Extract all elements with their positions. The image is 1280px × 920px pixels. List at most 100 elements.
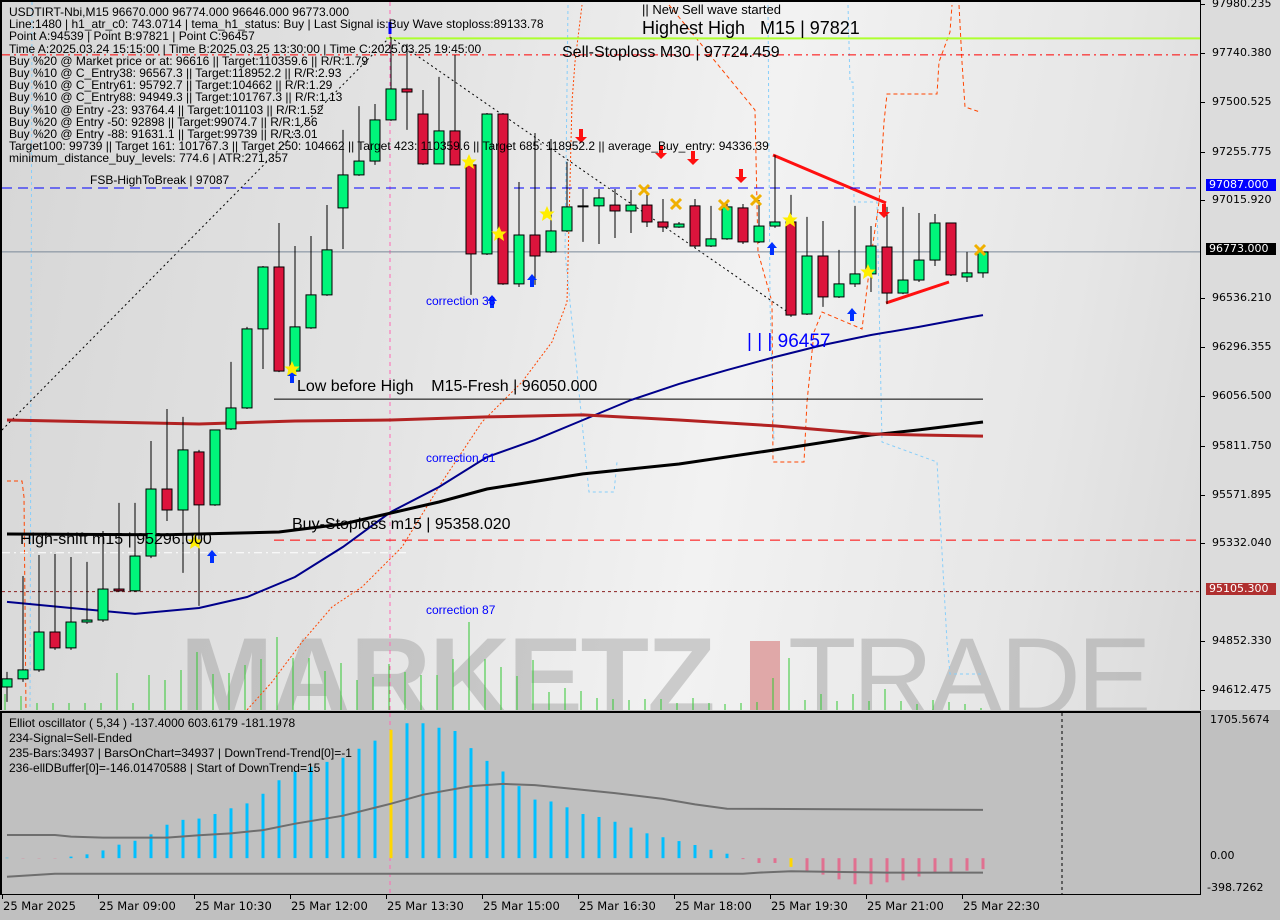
oscillator-axis-label: 1705.5674 (1210, 713, 1270, 726)
candle-body (609, 204, 621, 212)
trendline-upper (772, 153, 887, 205)
time-label: 25 Mar 10:30 (195, 899, 272, 913)
info-line: Buy %10 @ Entry -23: 93764.4 || Target:1… (9, 102, 324, 117)
price-label: 97255.775 (1212, 144, 1272, 158)
candle-body (641, 204, 653, 223)
time-label: 25 Mar 18:00 (675, 899, 752, 913)
time-tick (194, 895, 195, 899)
candle-body (753, 225, 765, 243)
candle (625, 189, 637, 233)
candle-body (257, 266, 269, 330)
candle-body (689, 205, 701, 247)
candle-body (417, 113, 429, 165)
candle (177, 416, 189, 573)
candle (113, 502, 125, 592)
candle (609, 188, 621, 239)
candle (401, 43, 413, 130)
candle (657, 198, 669, 232)
price-label: 97500.525 (1212, 94, 1272, 108)
price-axis[interactable]: 97980.235 97740.380 97500.525 97255.775 9701… (1200, 0, 1280, 710)
candle-body (33, 631, 45, 671)
point-c-label: | | | 96457 (747, 331, 831, 352)
candle-body (593, 197, 605, 207)
oscillator-title: Elliot oscillator ( 5,34 ) -137.4000 603… (9, 716, 296, 730)
correction-87-label: correction 87 (426, 603, 496, 617)
moving-average-line (6, 413, 984, 438)
candle (337, 129, 349, 250)
envelope-line-left (7, 480, 27, 710)
price-tick (1201, 690, 1205, 691)
info-line: minimum_distance_buy_levels: 774.6 | ATR… (9, 151, 289, 166)
candle (561, 161, 573, 232)
time-label: 25 Mar 22:30 (963, 899, 1040, 913)
buy-arrow-icon (207, 550, 217, 563)
info-panel: USDTIRT-Nbi,M15 96670.000 96774.000 9664… (9, 6, 769, 166)
price-tick (1201, 494, 1205, 496)
candle (49, 553, 61, 650)
candle-body (785, 221, 797, 316)
candle (433, 76, 445, 165)
channel-line-mid (564, 4, 618, 493)
info-line: Buy %20 @ Market price or at: 96616 || T… (9, 53, 369, 68)
oscillator-axis-label: 0.00 (1210, 849, 1235, 863)
fsb-high-label: FSB-HighToBreak | 97087 (90, 173, 230, 187)
main-chart-panel[interactable]: MARKETZ TRADE (0, 0, 1200, 710)
low-before-high-label: Low before High M15-Fresh | 96050.000 (297, 378, 598, 395)
candle-body (929, 222, 941, 261)
channel-line-right (847, 4, 982, 675)
candle-body (17, 669, 29, 680)
candle-body (353, 160, 365, 176)
info-line: Buy %10 @ C_Entry38: 96567.3 || Target:1… (9, 65, 342, 80)
trendline-lower (885, 280, 950, 305)
candle (385, 37, 397, 121)
candle-body (177, 449, 189, 511)
candle-body (465, 164, 477, 255)
candle (641, 192, 653, 228)
time-label: 25 Mar 12:00 (291, 899, 368, 913)
correction-38-label: correction 38 (426, 294, 496, 308)
candle-body (881, 246, 893, 294)
candle (161, 408, 173, 521)
new-sell-wave-label: || New Sell wave started (642, 2, 781, 17)
candle (737, 204, 749, 244)
candle (257, 265, 269, 370)
oscillator-buffer-info: 236-ellDBuffer[0]=-146.01470588 | Start … (9, 761, 321, 775)
candle-body (369, 119, 381, 162)
candle-body (241, 328, 253, 409)
buy-arrow-icon (847, 308, 857, 321)
buy-arrow-icon (767, 242, 777, 255)
info-line: Buy %20 @ Entry -88: 91631.1 || Target:9… (9, 126, 318, 141)
candle (817, 220, 829, 307)
channel-line-mid2 (767, 4, 775, 443)
candle (945, 222, 957, 276)
candle (289, 246, 301, 374)
candles (2, 37, 989, 702)
time-label: 25 Mar 19:30 (771, 899, 848, 913)
price-tick (1201, 641, 1205, 643)
candle-body (161, 488, 173, 511)
envelope-line-right (958, 4, 981, 113)
price-badge: 96773.000 (1206, 242, 1276, 255)
sell-arrow-icon (687, 151, 699, 165)
candle-body (625, 204, 637, 212)
candle (513, 182, 525, 287)
price-chart-canvas[interactable] (2, 2, 1200, 710)
oscillator-canvas (5, 713, 1063, 894)
candle (753, 199, 765, 243)
candle (785, 194, 797, 317)
candle (849, 205, 861, 287)
oscillator-panel[interactable]: Elliot oscillator ( 5,34 ) -137.4000 603… (0, 711, 1200, 895)
candle (673, 221, 685, 228)
time-tick (578, 895, 579, 899)
price-label: 95332.040 (1212, 536, 1272, 550)
oscillator-lines (6, 782, 984, 878)
time-tick (98, 895, 99, 899)
time-tick (2, 895, 3, 899)
candle (2, 671, 13, 702)
candle-body (961, 272, 973, 278)
candle-body (673, 223, 685, 228)
candle (305, 236, 317, 329)
candle (497, 112, 509, 285)
candle-body (737, 207, 749, 243)
wave-line-down (389, 36, 793, 316)
